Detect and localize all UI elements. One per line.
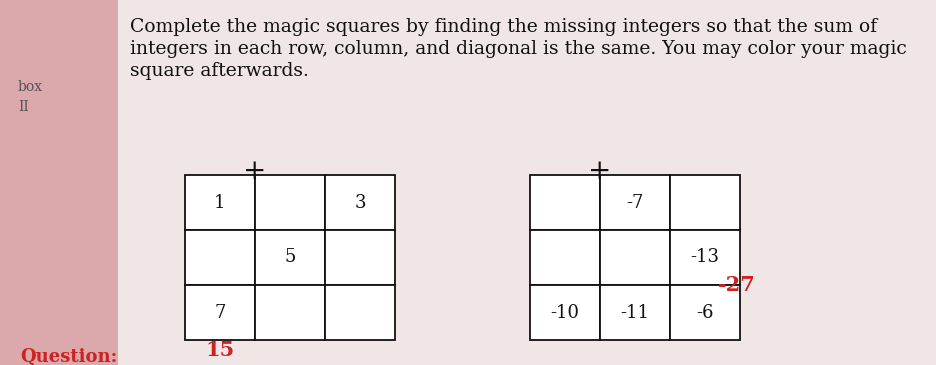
- Bar: [185, 285, 255, 340]
- Text: integers in each row, column, and diagonal is the same. You may color your magic: integers in each row, column, and diagon…: [130, 40, 907, 58]
- Bar: [670, 230, 740, 285]
- Text: 1: 1: [214, 193, 226, 211]
- Text: -13: -13: [691, 249, 720, 266]
- Bar: [255, 175, 325, 230]
- Bar: [118, 0, 936, 365]
- Bar: [600, 230, 670, 285]
- Text: +: +: [243, 158, 267, 185]
- Text: 3: 3: [354, 193, 366, 211]
- Text: II: II: [18, 100, 29, 114]
- Bar: [530, 285, 600, 340]
- Text: Question:: Question:: [20, 348, 117, 365]
- Bar: [670, 285, 740, 340]
- Text: -27: -27: [718, 275, 755, 295]
- Text: 7: 7: [214, 304, 226, 322]
- Text: -6: -6: [696, 304, 714, 322]
- Bar: [0, 0, 118, 365]
- Bar: [600, 285, 670, 340]
- Bar: [185, 175, 255, 230]
- Text: square afterwards.: square afterwards.: [130, 62, 309, 80]
- Bar: [600, 175, 670, 230]
- Bar: [255, 230, 325, 285]
- Text: -10: -10: [550, 304, 579, 322]
- Text: -11: -11: [621, 304, 650, 322]
- Text: Complete the magic squares by finding the missing integers so that the sum of: Complete the magic squares by finding th…: [130, 18, 877, 36]
- Bar: [325, 175, 395, 230]
- Bar: [185, 230, 255, 285]
- Bar: [255, 285, 325, 340]
- Text: -7: -7: [626, 193, 644, 211]
- Bar: [530, 230, 600, 285]
- Text: 5: 5: [285, 249, 296, 266]
- Bar: [325, 285, 395, 340]
- Bar: [325, 230, 395, 285]
- Text: 15: 15: [205, 340, 235, 360]
- Bar: [670, 175, 740, 230]
- Bar: [530, 175, 600, 230]
- Text: box: box: [18, 80, 43, 94]
- Text: +: +: [589, 158, 612, 185]
